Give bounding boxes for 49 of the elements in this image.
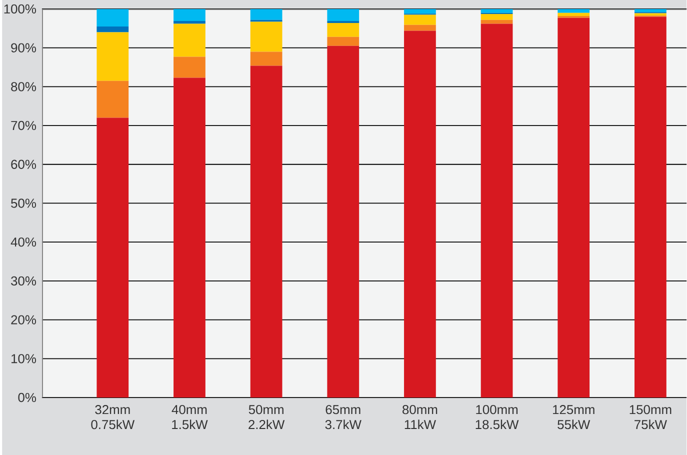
bar — [174, 56, 206, 78]
x-tick-label: 32mm 0.75kW — [91, 404, 135, 429]
bar — [480, 24, 513, 398]
y-tick-label: 50% — [11, 198, 36, 208]
bar — [96, 32, 129, 81]
y-tick-label: 20% — [11, 315, 36, 324]
bar — [480, 14, 513, 20]
bar — [327, 8, 360, 21]
bar — [96, 80, 129, 118]
bar — [96, 26, 129, 32]
bar — [96, 118, 129, 398]
bar — [250, 8, 282, 20]
y-tick-label: 0% — [18, 392, 36, 402]
bar — [327, 22, 360, 37]
bar — [558, 8, 590, 13]
x-tick-label: 65mm 3.7kW — [325, 404, 362, 429]
y-tick-label: 70% — [11, 120, 36, 130]
x-tick-label: 150mm 75kW — [630, 404, 672, 429]
x-tick-label: 100mm 18.5kW — [476, 404, 519, 429]
bar — [250, 22, 282, 52]
y-tick-label: 80% — [11, 82, 36, 92]
bar — [250, 66, 282, 398]
bar — [327, 36, 360, 46]
bar — [250, 52, 282, 66]
y-tick-label: 90% — [11, 43, 36, 52]
bar — [634, 8, 666, 12]
bar — [96, 8, 129, 26]
bar — [558, 12, 590, 16]
x-tick-label: 125mm 55kW — [553, 404, 594, 429]
bar — [404, 30, 436, 398]
y-tick-label: 30% — [11, 276, 36, 286]
bar — [634, 16, 666, 398]
y-tick-label: 100% — [4, 4, 36, 14]
bar — [404, 14, 436, 25]
bar — [327, 46, 360, 398]
x-tick-label: 80mm 11kW — [402, 404, 438, 429]
bar — [558, 18, 590, 398]
x-tick-label: 40mm 1.5kW — [172, 404, 208, 429]
bar — [404, 8, 436, 14]
bar — [174, 24, 206, 57]
bar — [174, 78, 206, 398]
bar — [404, 24, 436, 31]
x-tick-label: 50mm 2.2kW — [248, 404, 285, 429]
bar — [174, 20, 206, 24]
y-tick-label: 40% — [10, 237, 36, 247]
bar — [174, 8, 206, 21]
bar — [480, 8, 513, 13]
y-tick-label: 10% — [12, 354, 36, 364]
y-tick-label: 60% — [11, 160, 36, 169]
